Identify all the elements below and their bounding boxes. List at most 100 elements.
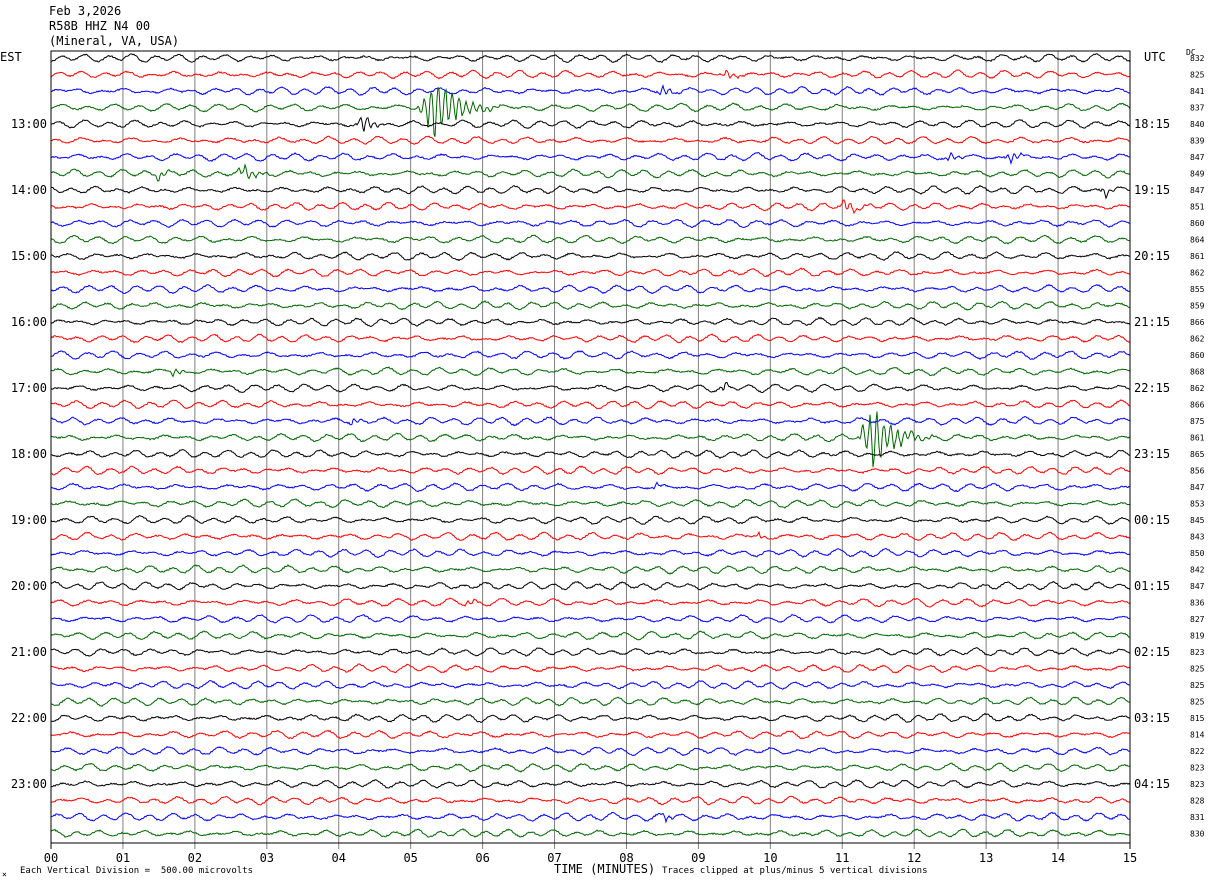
right-hour-label: 22:15 xyxy=(1134,381,1170,395)
x-axis-title: TIME (MINUTES) xyxy=(554,862,656,876)
left-hour-label: 18:00 xyxy=(11,447,47,461)
trace-line xyxy=(50,696,1131,707)
dc-offset-label: 847 xyxy=(1190,582,1205,591)
dc-offset-header: DC xyxy=(1186,48,1196,57)
trace-line xyxy=(50,69,1131,80)
left-hour-label: 13:00 xyxy=(11,117,47,131)
trace-line xyxy=(50,547,1131,559)
trace-line xyxy=(50,679,1131,690)
x-tick-label: 01 xyxy=(116,851,130,865)
trace-line xyxy=(50,449,1131,460)
dc-offset-label: 823 xyxy=(1190,764,1205,773)
x-tick-label: 14 xyxy=(1051,851,1065,865)
dc-offset-label: 860 xyxy=(1190,351,1205,360)
dc-offset-label: 840 xyxy=(1190,120,1205,129)
trace-line xyxy=(50,151,1131,166)
grid-layer xyxy=(50,51,1131,849)
x-tick-label: 00 xyxy=(44,851,58,865)
dc-offset-label: 861 xyxy=(1190,434,1205,443)
trace-line xyxy=(50,415,1131,427)
dc-offset-label: 825 xyxy=(1190,665,1205,674)
left-hour-label: 14:00 xyxy=(11,183,47,197)
left-hour-label: 21:00 xyxy=(11,645,47,659)
dc-offset-label: 866 xyxy=(1190,318,1205,327)
dc-offset-label: 847 xyxy=(1190,186,1205,195)
dc-offset-label: 831 xyxy=(1190,813,1205,822)
right-hour-label: 19:15 xyxy=(1134,183,1170,197)
dc-offset-label: 814 xyxy=(1190,731,1205,740)
left-hour-label: 19:00 xyxy=(11,513,47,527)
dc-offset-label: 855 xyxy=(1190,285,1205,294)
dc-offset-label: 837 xyxy=(1190,104,1205,113)
dc-offset-label: 827 xyxy=(1190,615,1205,624)
dc-offset-label: 823 xyxy=(1190,648,1205,657)
right-hour-label: 00:15 xyxy=(1134,513,1170,527)
dc-offset-label: 856 xyxy=(1190,467,1205,476)
trace-line xyxy=(50,778,1131,789)
scale-note: Each Vertical Division = 500.00 microvol… xyxy=(20,866,253,876)
right-timezone-label: UTC xyxy=(1144,50,1166,64)
x-tick-label: 13 xyxy=(979,851,993,865)
dc-offset-label: 865 xyxy=(1190,450,1205,459)
dc-offset-label: 843 xyxy=(1190,533,1205,542)
dc-offset-label: 851 xyxy=(1190,203,1205,212)
trace-line xyxy=(50,53,1131,63)
corner-mark-icon: ⨯ xyxy=(2,870,7,879)
left-hour-label: 16:00 xyxy=(11,315,47,329)
dc-offset-label: 862 xyxy=(1190,269,1205,278)
trace-line xyxy=(50,795,1131,806)
trace-line xyxy=(50,184,1131,200)
right-hour-label: 02:15 xyxy=(1134,645,1170,659)
dc-offset-label: 860 xyxy=(1190,219,1205,228)
trace-line xyxy=(50,333,1131,344)
dc-offset-label: 875 xyxy=(1190,417,1205,426)
trace-line xyxy=(50,811,1131,824)
dc-offset-label: 815 xyxy=(1190,714,1205,723)
trace-line xyxy=(50,267,1131,278)
trace-line xyxy=(50,283,1131,295)
trace-line xyxy=(51,199,1131,215)
trace-line xyxy=(50,116,1131,132)
trace-line xyxy=(50,234,1131,245)
x-tick-label: 12 xyxy=(907,851,921,865)
left-timezone-label: EST xyxy=(0,50,22,64)
left-hour-label: 23:00 xyxy=(11,777,47,791)
x-tick-label: 15 xyxy=(1123,851,1137,865)
trace-line xyxy=(50,465,1131,476)
trace-line xyxy=(50,514,1131,526)
trace-line xyxy=(50,746,1131,757)
x-tick-label: 10 xyxy=(763,851,777,865)
dc-offset-label: 832 xyxy=(1190,54,1205,63)
trace-line xyxy=(51,498,1131,509)
left-hour-label: 17:00 xyxy=(11,381,47,395)
trace-line xyxy=(50,350,1131,361)
dc-offset-label: 845 xyxy=(1190,516,1205,525)
trace-line xyxy=(50,580,1131,591)
trace-line xyxy=(51,87,1131,137)
dc-offset-label: 853 xyxy=(1190,500,1205,509)
trace-line xyxy=(51,613,1131,624)
dc-offset-label: 861 xyxy=(1190,252,1205,261)
dc-offset-label: 836 xyxy=(1190,599,1205,608)
plot-frame xyxy=(50,50,1131,844)
x-tick-label: 08 xyxy=(619,851,633,865)
x-tick-label: 09 xyxy=(691,851,705,865)
right-hour-label: 04:15 xyxy=(1134,777,1170,791)
trace-line xyxy=(50,663,1131,674)
trace-layer xyxy=(50,53,1131,838)
trace-line xyxy=(50,399,1131,410)
dc-offset-label: 859 xyxy=(1190,302,1205,311)
dc-offset-label: 819 xyxy=(1190,632,1205,641)
right-hour-label: 01:15 xyxy=(1134,579,1170,593)
right-hour-label: 20:15 xyxy=(1134,249,1170,263)
trace-line xyxy=(50,712,1131,723)
dc-offset-label: 847 xyxy=(1190,153,1205,162)
label-layer: 00 01 02 03 04 05 06 07 08 09 10 11 12 13 14 15 832 825 84… xyxy=(11,54,1205,865)
left-hour-label: 20:00 xyxy=(11,579,47,593)
x-tick-label: 11 xyxy=(835,851,849,865)
dc-offset-label: 850 xyxy=(1190,549,1205,558)
dc-offset-label: 822 xyxy=(1190,747,1205,756)
dc-offset-label: 847 xyxy=(1190,483,1205,492)
dc-offset-label: 841 xyxy=(1190,87,1205,96)
